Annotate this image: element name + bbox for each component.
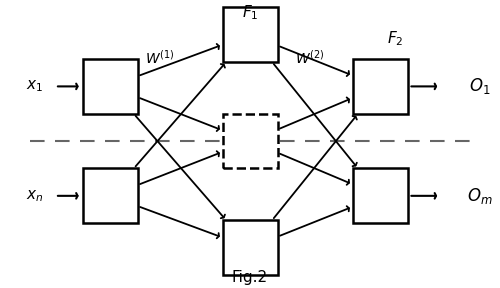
Text: $\boldsymbol{F_1}$: $\boldsymbol{F_1}$ xyxy=(242,3,258,22)
Bar xyxy=(222,220,278,275)
Text: $\boldsymbol{x_n}$: $\boldsymbol{x_n}$ xyxy=(26,188,44,204)
Bar xyxy=(82,59,138,114)
Text: $\boldsymbol{W^{(1)}}$: $\boldsymbol{W^{(1)}}$ xyxy=(145,49,175,67)
Bar xyxy=(82,168,138,223)
Bar xyxy=(352,168,408,223)
Text: $\boldsymbol{F_2}$: $\boldsymbol{F_2}$ xyxy=(387,29,403,48)
Text: $\boldsymbol{W^{(2)}}$: $\boldsymbol{W^{(2)}}$ xyxy=(295,49,325,67)
Bar xyxy=(222,7,278,62)
Text: $\boldsymbol{O_1}$: $\boldsymbol{O_1}$ xyxy=(470,76,490,96)
Text: $\boldsymbol{x_1}$: $\boldsymbol{x_1}$ xyxy=(26,79,44,94)
Bar xyxy=(352,59,408,114)
Bar xyxy=(222,114,278,168)
Text: Fig.2: Fig.2 xyxy=(232,270,268,285)
Text: $\boldsymbol{O_m}$: $\boldsymbol{O_m}$ xyxy=(467,186,493,206)
